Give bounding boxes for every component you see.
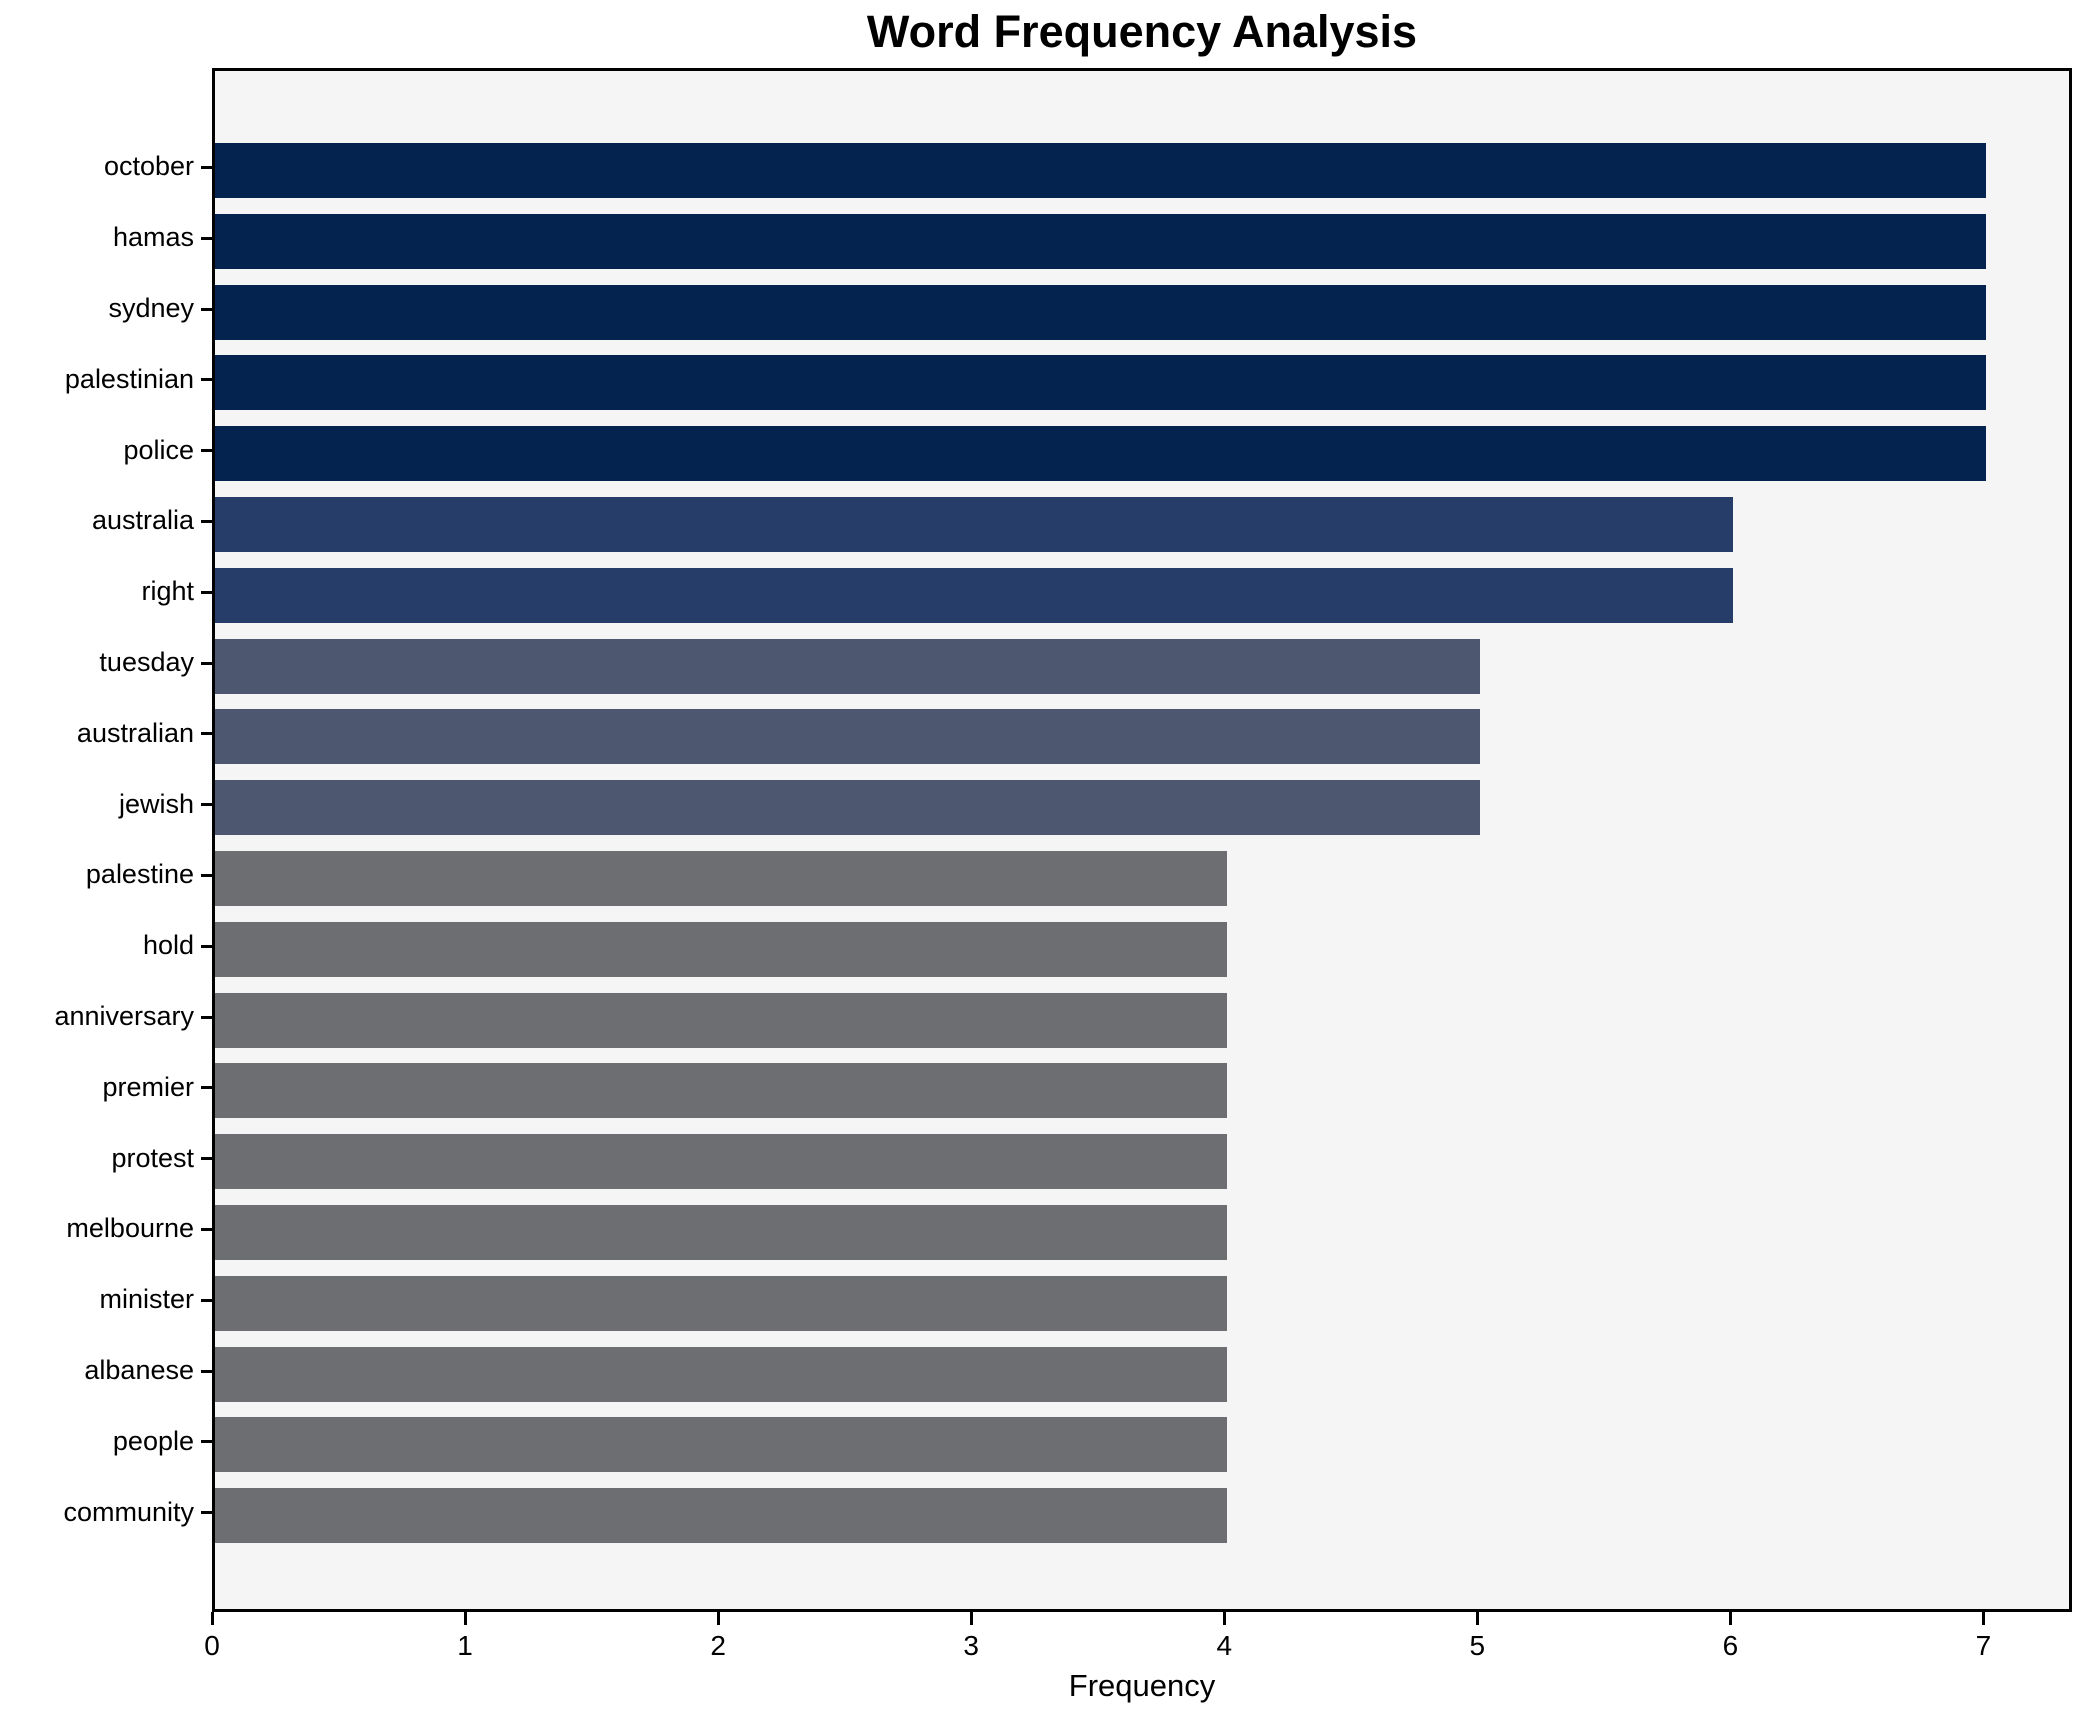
x-tick <box>210 1612 214 1625</box>
y-tick-label-people: people <box>112 1425 194 1456</box>
x-tick-label-0: 0 <box>204 1630 220 1661</box>
y-tick <box>201 944 212 948</box>
y-tick <box>201 590 212 594</box>
y-tick-label-premier: premier <box>102 1071 194 1102</box>
chart-title: Word Frequency Analysis <box>866 6 1418 57</box>
y-tick-label-october: october <box>103 151 194 182</box>
y-tick <box>201 449 212 453</box>
y-tick-label-anniversary: anniversary <box>54 1001 194 1031</box>
y-tick <box>201 732 212 736</box>
bar-jewish <box>215 780 1481 836</box>
y-tick <box>201 165 212 169</box>
y-tick <box>201 1369 212 1373</box>
y-tick-label-protest: protest <box>111 1142 194 1173</box>
bar-sydney <box>215 284 1987 340</box>
y-tick <box>201 519 212 523</box>
bar-premier <box>215 1063 1228 1119</box>
y-tick <box>201 236 212 240</box>
x-axis-label: Frequency <box>1068 1668 1216 1703</box>
y-tick <box>201 378 212 382</box>
bar-albanese <box>215 1346 1228 1402</box>
y-tick-label-sydney: sydney <box>108 293 194 323</box>
bar-hold <box>215 921 1228 977</box>
x-tick-label-7: 7 <box>1975 1630 1992 1661</box>
bar-right <box>215 567 1734 623</box>
x-tick <box>1728 1612 1732 1625</box>
y-tick-label-police: police <box>123 434 194 465</box>
bar-palestinian <box>215 355 1987 411</box>
bar-australia <box>215 496 1734 552</box>
bar-australian <box>215 709 1481 765</box>
x-tick <box>1475 1612 1479 1625</box>
x-tick <box>463 1612 467 1625</box>
bar-palestine <box>215 850 1228 906</box>
y-tick <box>201 307 212 311</box>
x-tick-label-5: 5 <box>1469 1630 1486 1661</box>
y-tick <box>201 1157 212 1161</box>
y-tick <box>201 661 212 665</box>
y-tick <box>201 1298 212 1302</box>
y-tick <box>201 1511 212 1515</box>
bar-anniversary <box>215 992 1228 1048</box>
y-tick-label-australian: australian <box>76 717 194 748</box>
y-tick-label-minister: minister <box>99 1284 194 1315</box>
bar-tuesday <box>215 638 1481 694</box>
bar-police <box>215 426 1987 482</box>
x-tick-label-2: 2 <box>710 1630 726 1661</box>
y-tick <box>201 873 212 877</box>
x-tick-label-6: 6 <box>1722 1630 1739 1661</box>
bar-october <box>215 142 1987 198</box>
y-tick-label-community: community <box>63 1496 194 1527</box>
x-tick-label-4: 4 <box>1216 1630 1233 1661</box>
bar-protest <box>215 1134 1228 1190</box>
x-tick <box>1981 1612 1985 1625</box>
x-tick-label-3: 3 <box>963 1630 979 1661</box>
y-tick <box>201 803 212 807</box>
y-tick <box>201 1227 212 1231</box>
bar-hamas <box>215 213 1987 269</box>
y-tick-label-albanese: albanese <box>84 1355 194 1385</box>
x-tick <box>716 1612 720 1625</box>
y-tick-label-hold: hold <box>142 930 194 961</box>
y-tick-label-jewish: jewish <box>118 788 194 819</box>
y-tick <box>201 1086 212 1090</box>
x-tick-label-1: 1 <box>457 1630 473 1661</box>
y-tick-label-palestine: palestine <box>85 859 194 890</box>
y-tick-label-melbourne: melbourne <box>66 1213 194 1244</box>
bar-minister <box>215 1275 1228 1331</box>
bar-people <box>215 1417 1228 1473</box>
y-tick-label-tuesday: tuesday <box>99 647 194 677</box>
x-tick <box>969 1612 973 1625</box>
bar-melbourne <box>215 1204 1228 1260</box>
y-tick-label-australia: australia <box>91 505 194 536</box>
y-tick <box>201 1015 212 1019</box>
y-tick-label-right: right <box>141 576 194 607</box>
x-tick <box>1222 1612 1226 1625</box>
bar-community <box>215 1488 1228 1544</box>
y-tick <box>201 1440 212 1444</box>
plot-area <box>212 68 2072 1612</box>
y-tick-label-hamas: hamas <box>112 222 194 253</box>
y-tick-label-palestinian: palestinian <box>64 363 194 394</box>
